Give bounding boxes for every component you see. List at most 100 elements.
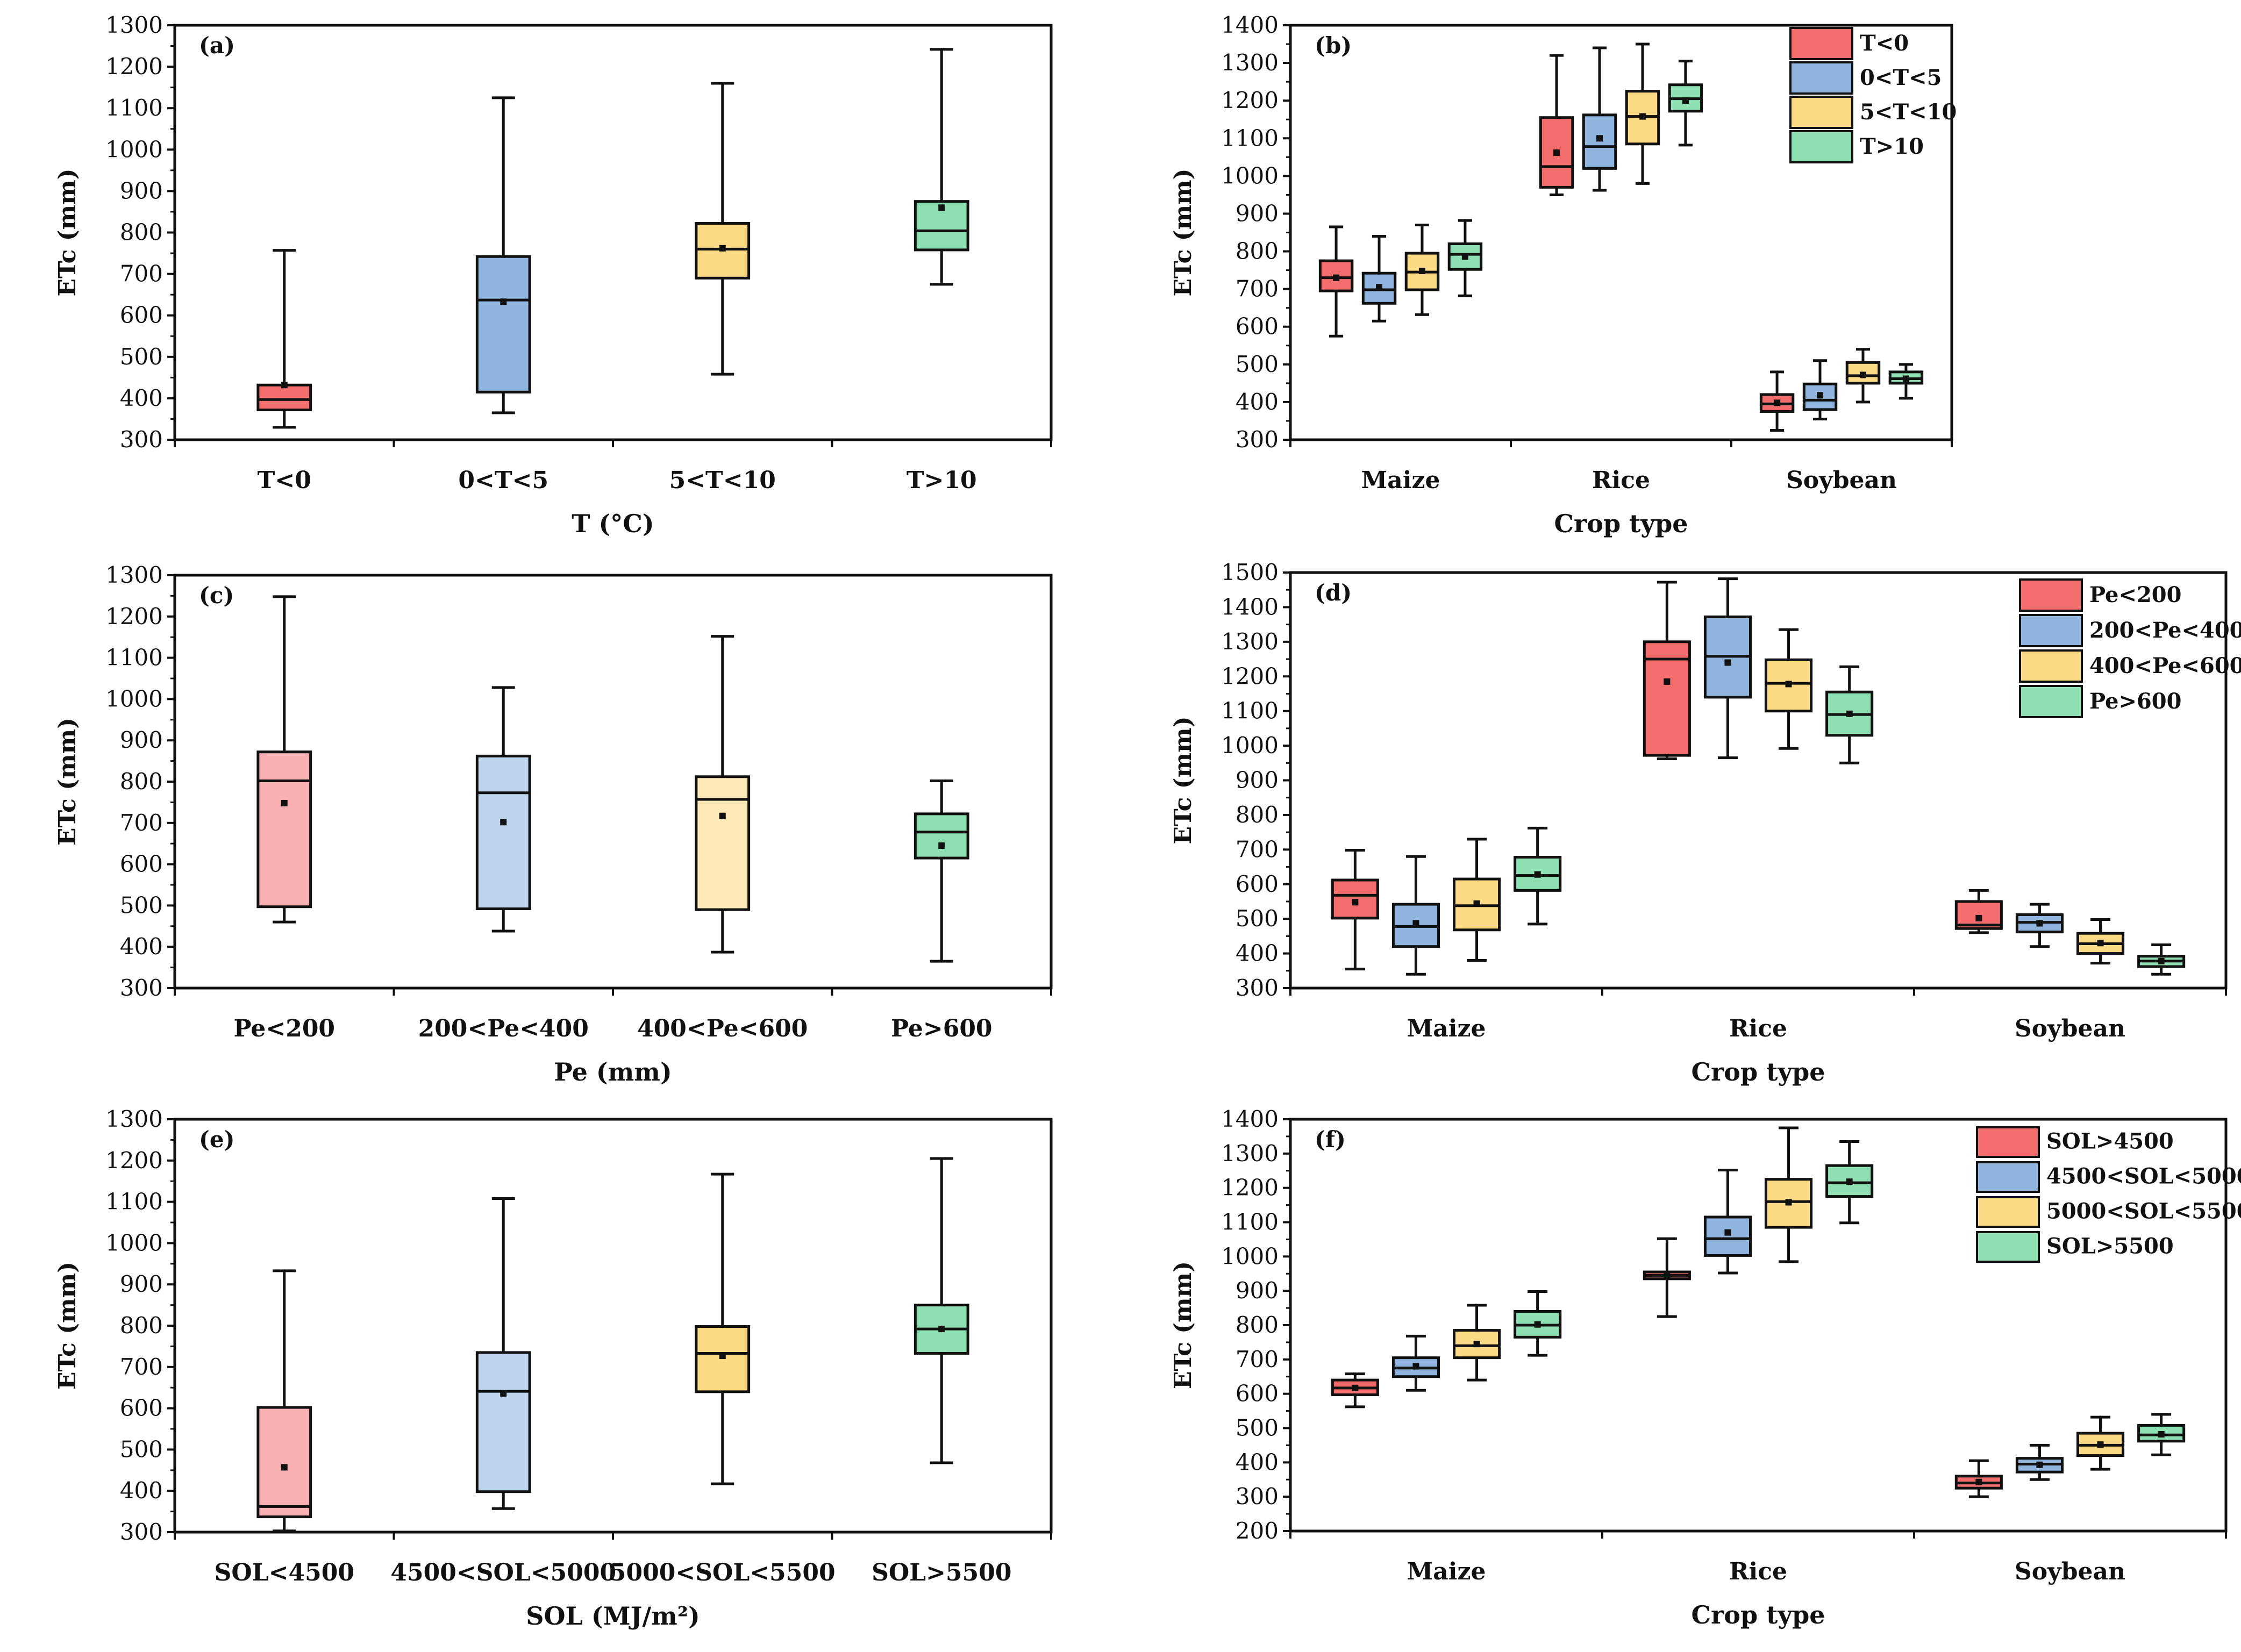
legend-label: SOL>5500 (2046, 1234, 2174, 1259)
y-tick-label: 1100 (1221, 698, 1279, 724)
mean-marker (281, 1464, 288, 1471)
y-tick-label: 300 (120, 1519, 163, 1545)
mean-marker (281, 382, 288, 389)
chart-panel-a: 300 400 500 600 700 800 900 1000 1100 1200 1300 ETc… (54, 12, 1053, 538)
legend: SOL>4500 4500<SOL<5000 5000<SOL<5500 SOL>55… (1976, 1126, 2241, 1263)
legend-swatch (1789, 61, 1853, 95)
panel-label: (c) (199, 582, 234, 609)
mean-marker (1473, 900, 1480, 907)
x-tick-label: 0<T<5 (458, 467, 548, 494)
box-iqr (1703, 1215, 1752, 1257)
legend-swatch (2019, 649, 2083, 683)
legend-swatch (2019, 614, 2083, 647)
legend-swatch (1976, 1126, 2040, 1158)
series-0-box-1 (1643, 581, 1691, 761)
legend-swatch (1976, 1196, 2040, 1228)
box-1 (475, 96, 531, 414)
legend-label: T<0 (1860, 31, 1909, 56)
y-tick-label: 1000 (105, 685, 163, 712)
series-1-box-2 (2015, 1443, 2064, 1481)
series-1-box-2 (1802, 359, 1838, 420)
y-tick-label: 300 (1236, 975, 1279, 1001)
box-2 (695, 82, 751, 376)
y-tick-label: 1300 (105, 1106, 163, 1132)
series-2-box-0 (1404, 223, 1440, 316)
y-axis-title: ETc (mm) (54, 718, 81, 846)
y-tick-label: 400 (120, 1477, 163, 1504)
y-tick-label: 1200 (1221, 87, 1279, 113)
series-1-box-1 (1703, 1168, 1752, 1275)
x-tick-label: 200<Pe<400 (418, 1015, 589, 1042)
box-iqr (256, 750, 312, 909)
y-tick-label: 1400 (1221, 593, 1279, 620)
box-iqr (475, 1351, 531, 1493)
y-axis-title: ETc (mm) (1169, 168, 1197, 296)
legend-swatch (1789, 27, 1853, 60)
series-1-box-2 (2015, 903, 2064, 948)
y-tick-label: 700 (120, 261, 163, 287)
y-tick-label: 1300 (1221, 49, 1279, 76)
y-tick-label: 1300 (105, 12, 163, 38)
y-tick-label: 700 (120, 1354, 163, 1380)
y-tick-label: 400 (120, 385, 163, 411)
mean-marker (1785, 681, 1792, 688)
box-iqr (475, 255, 531, 394)
y-axis-title: ETc (mm) (1169, 716, 1197, 844)
mean-marker (2036, 1461, 2043, 1468)
mean-marker (1418, 267, 1425, 274)
series-0-box-0 (1331, 849, 1379, 971)
series-3-box-0 (1447, 219, 1483, 297)
mean-marker (500, 298, 507, 305)
x-tick-label: 4500<SOL<5000 (390, 1559, 616, 1586)
x-tick-label: Rice (1592, 467, 1650, 494)
y-tick-label: 800 (1236, 238, 1279, 264)
x-tick-label: 400<Pe<600 (637, 1015, 808, 1042)
panel-label: (f) (1315, 1126, 1346, 1153)
x-tick-label: Rice (1729, 1558, 1787, 1585)
series-2-box-1 (1765, 628, 1813, 750)
y-tick-label: 400 (120, 933, 163, 960)
mean-marker (1461, 253, 1468, 260)
y-tick-label: 300 (120, 426, 163, 453)
y-tick-label: 500 (1236, 351, 1279, 377)
x-axis-title: Crop type (1691, 1600, 1825, 1629)
y-tick-label: 900 (120, 177, 163, 204)
series-3-box-1 (1668, 60, 1703, 147)
x-tick-label: Soybean (1786, 467, 1897, 494)
series-3-box-1 (1825, 1140, 1874, 1225)
mean-marker (1724, 659, 1731, 666)
series-3-box-0 (1514, 1290, 1562, 1357)
mean-marker (1902, 375, 1909, 382)
x-tick-label: T<0 (258, 467, 311, 494)
mean-marker (1376, 284, 1383, 291)
series-0-box-0 (1318, 225, 1354, 338)
x-axis-title: SOL (MJ/m²) (526, 1601, 700, 1630)
y-tick-label: 1200 (1221, 1175, 1279, 1201)
panel-label: (a) (199, 32, 235, 59)
legend-label: Pe>600 (2089, 689, 2181, 714)
mean-marker (1639, 113, 1646, 120)
y-tick-label: 500 (120, 1436, 163, 1462)
mean-marker (1534, 1321, 1541, 1328)
mean-marker (1859, 371, 1866, 378)
box-iqr (256, 1406, 312, 1519)
legend: T<0 0<T<5 5<T<10 T>10 (1789, 27, 1957, 163)
mean-marker (500, 1390, 507, 1397)
mean-marker (1333, 274, 1340, 281)
y-tick-label: 1300 (1221, 628, 1279, 655)
series-1-box-1 (1703, 577, 1752, 760)
x-tick-label: SOL<4500 (215, 1559, 354, 1586)
y-tick-label: 1000 (1221, 1243, 1279, 1269)
legend-swatch (1976, 1161, 2040, 1193)
box-iqr (256, 383, 312, 411)
chart-panel-b: 300 400 500 600 700 800 900 1000 1100 1200 1300 140… (1169, 12, 1957, 538)
box-0 (256, 595, 312, 924)
x-axis-title: Crop type (1554, 509, 1688, 538)
y-tick-label: 1200 (105, 1147, 163, 1174)
y-tick-label: 800 (120, 219, 163, 246)
legend-label: SOL>4500 (2046, 1129, 2174, 1154)
mean-marker (500, 819, 507, 826)
series-1-box-0 (1391, 855, 1440, 976)
x-tick-label: Maize (1407, 1015, 1486, 1042)
legend-label: 200<Pe<400 (2089, 618, 2241, 643)
